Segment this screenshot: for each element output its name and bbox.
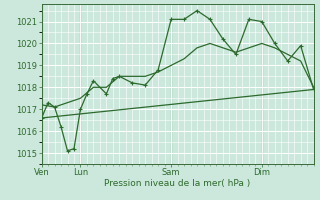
- X-axis label: Pression niveau de la mer( hPa ): Pression niveau de la mer( hPa ): [104, 179, 251, 188]
